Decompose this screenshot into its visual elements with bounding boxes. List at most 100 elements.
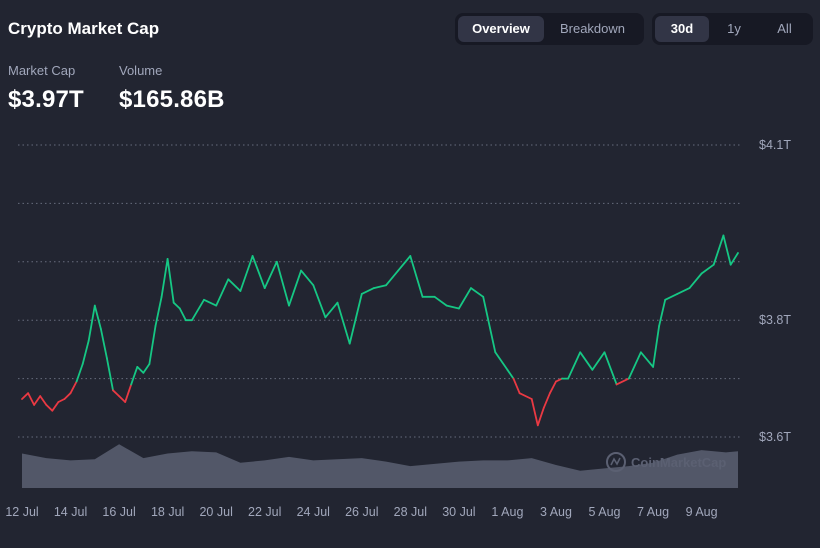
view-toggle: Overview Breakdown [455, 13, 644, 45]
line-segment [166, 257, 175, 304]
line-segment [124, 383, 133, 403]
line-segment [21, 392, 30, 400]
volume-value: $165.86B [119, 86, 225, 113]
line-segment [336, 301, 351, 345]
x-tick-label: 9 Aug [686, 505, 718, 519]
x-tick-label: 12 Jul [5, 505, 38, 519]
watermark: CoinMarketCap [606, 452, 726, 472]
x-tick-label: 14 Jul [54, 505, 87, 519]
x-tick-label: 18 Jul [151, 505, 184, 519]
line-segment [457, 287, 472, 310]
volume-stat: Volume $165.86B [119, 63, 225, 114]
market-cap-value: $3.97T [8, 86, 84, 113]
line-segment [372, 284, 388, 290]
line-segment [542, 392, 551, 409]
line-segment [615, 377, 630, 386]
y-tick-label: $3.8T [759, 313, 791, 327]
line-segment [57, 398, 66, 403]
volume-area-shape [22, 444, 738, 488]
line-segment [360, 287, 375, 295]
line-segment [506, 368, 515, 380]
line-segment [591, 351, 606, 371]
market-cap-chart[interactable]: $4.1T $3.8T $3.6T 12 Jul 14 Jul 16 Jul 18 Jul… [0, 130, 820, 548]
line-segment [397, 255, 412, 272]
line-segment [100, 328, 108, 360]
line-segment [300, 269, 315, 287]
line-segment [154, 295, 163, 327]
y-tick-label: $4.1T [759, 138, 791, 152]
page-title: Crypto Market Cap [8, 19, 160, 38]
line-segment [722, 234, 732, 266]
line-segment [470, 287, 485, 298]
line-segment [712, 234, 725, 266]
line-segment [555, 377, 563, 383]
line-segment [275, 260, 290, 307]
x-tick-label: 3 Aug [540, 505, 572, 519]
tab-breakdown[interactable]: Breakdown [559, 21, 626, 36]
line-segment [627, 351, 642, 380]
line-segment [658, 298, 667, 327]
line-segment [190, 298, 205, 322]
line-segment [729, 252, 739, 266]
x-tick-label: 26 Jul [345, 505, 378, 519]
line-segment [348, 292, 363, 345]
market-cap-stat: Market Cap $3.97T [8, 63, 84, 114]
line-segment [33, 395, 42, 406]
line-segment [142, 363, 151, 374]
line-segment [530, 398, 539, 427]
line-segment [494, 351, 509, 371]
x-tick-label: 20 Jul [199, 505, 232, 519]
line-segment [664, 292, 679, 301]
line-segment [324, 301, 339, 319]
line-segment [239, 255, 254, 292]
line-segment [160, 257, 169, 298]
line-segment [445, 304, 460, 310]
line-segment [215, 278, 230, 307]
line-segment [549, 380, 557, 395]
line-segment [288, 269, 303, 307]
range-all-button[interactable]: All [777, 21, 792, 36]
line-segment [75, 363, 84, 383]
tab-overview[interactable]: Overview [458, 16, 544, 42]
y-tick-label: $3.6T [759, 430, 791, 444]
range-toggle: 30d 1y All [652, 13, 813, 45]
line-segment [409, 255, 424, 298]
line-segment [178, 307, 187, 322]
market-cap-label: Market Cap [8, 63, 76, 78]
line-segment [482, 295, 497, 354]
line-segment [518, 392, 533, 400]
grid-lines [18, 144, 742, 438]
x-tick-label: 28 Jul [394, 505, 427, 519]
watermark-text: CoinMarketCap [631, 455, 726, 470]
line-segment [172, 301, 181, 310]
volume-area [22, 444, 738, 488]
line-segment [700, 263, 715, 275]
line-segment [227, 278, 242, 292]
line-segment [676, 287, 691, 295]
line-segment [112, 389, 120, 398]
line-segment [536, 406, 545, 427]
range-1y-button[interactable]: 1y [727, 21, 741, 36]
price-line [21, 234, 739, 427]
line-segment [652, 325, 660, 368]
range-30d-button[interactable]: 30d [655, 16, 709, 42]
line-segment [106, 357, 114, 392]
line-segment [688, 272, 703, 290]
line-segment [579, 351, 594, 371]
x-tick-label: 24 Jul [297, 505, 330, 519]
line-segment [203, 298, 218, 307]
line-segment [39, 395, 48, 406]
x-tick-label: 30 Jul [442, 505, 475, 519]
line-segment [93, 304, 102, 330]
line-segment [385, 269, 400, 287]
line-segment [87, 304, 96, 342]
line-segment [45, 403, 54, 412]
line-segment [512, 377, 521, 395]
line-segment [263, 260, 278, 290]
line-segment [27, 392, 35, 406]
line-segment [63, 392, 72, 400]
line-segment [130, 365, 139, 386]
line-segment [81, 339, 90, 365]
y-axis-labels: $4.1T $3.8T $3.6T [759, 138, 791, 444]
x-tick-label: 22 Jul [248, 505, 281, 519]
